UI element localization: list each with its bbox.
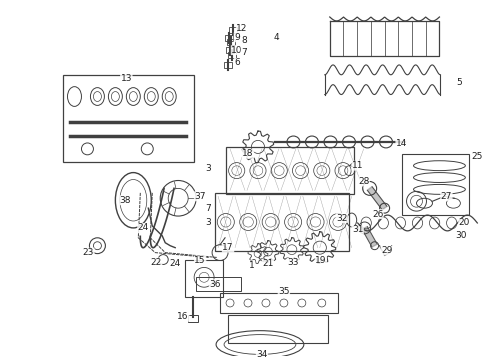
Text: 25: 25 — [472, 152, 483, 161]
Text: 3: 3 — [205, 164, 211, 173]
Text: 24: 24 — [170, 259, 181, 268]
Text: 3: 3 — [205, 219, 211, 228]
Text: 27: 27 — [441, 192, 452, 201]
Bar — [401, 154, 469, 215]
Text: 13: 13 — [121, 74, 132, 83]
Bar — [220, 293, 338, 313]
Text: 33: 33 — [287, 258, 298, 267]
Text: 16: 16 — [177, 312, 189, 321]
Bar — [228, 52, 236, 58]
Bar — [226, 147, 354, 194]
Bar — [229, 27, 237, 33]
Text: 12: 12 — [236, 24, 248, 33]
Text: 36: 36 — [209, 280, 221, 289]
Text: 4: 4 — [273, 33, 279, 42]
Text: 8: 8 — [241, 36, 247, 45]
Bar — [215, 193, 349, 251]
Text: 18: 18 — [242, 149, 254, 158]
Text: 32: 32 — [336, 213, 347, 222]
Bar — [227, 39, 235, 45]
Text: 9: 9 — [234, 33, 240, 42]
Text: 38: 38 — [120, 196, 131, 205]
Polygon shape — [362, 226, 377, 247]
Text: 28: 28 — [358, 177, 369, 186]
Text: 15: 15 — [195, 256, 206, 265]
Text: 7: 7 — [205, 204, 211, 213]
Text: 11: 11 — [352, 161, 364, 170]
Text: 31: 31 — [352, 225, 364, 234]
Text: 37: 37 — [195, 192, 206, 201]
Text: 19: 19 — [315, 256, 326, 265]
Bar — [224, 62, 232, 68]
Text: 34: 34 — [256, 350, 268, 359]
Text: 14: 14 — [396, 139, 407, 148]
Text: 23: 23 — [83, 248, 94, 257]
Bar — [226, 47, 234, 53]
Text: 26: 26 — [372, 210, 383, 219]
Text: 6: 6 — [234, 58, 240, 67]
Bar — [196, 277, 241, 291]
Text: 5: 5 — [457, 78, 462, 87]
Text: 10: 10 — [231, 46, 243, 55]
Polygon shape — [367, 186, 387, 210]
Bar — [228, 315, 328, 342]
Text: 1: 1 — [249, 261, 255, 270]
Bar — [188, 315, 198, 322]
Text: 29: 29 — [381, 246, 392, 255]
Text: 20: 20 — [459, 219, 470, 228]
Text: 7: 7 — [241, 48, 247, 57]
Bar — [63, 75, 194, 162]
Text: 30: 30 — [456, 231, 467, 240]
Text: 22: 22 — [150, 258, 162, 267]
Bar — [225, 35, 233, 41]
Bar — [185, 260, 223, 297]
Text: 35: 35 — [278, 287, 290, 296]
Text: 17: 17 — [222, 243, 234, 252]
Text: 24: 24 — [138, 224, 149, 233]
Text: 21: 21 — [262, 259, 273, 268]
